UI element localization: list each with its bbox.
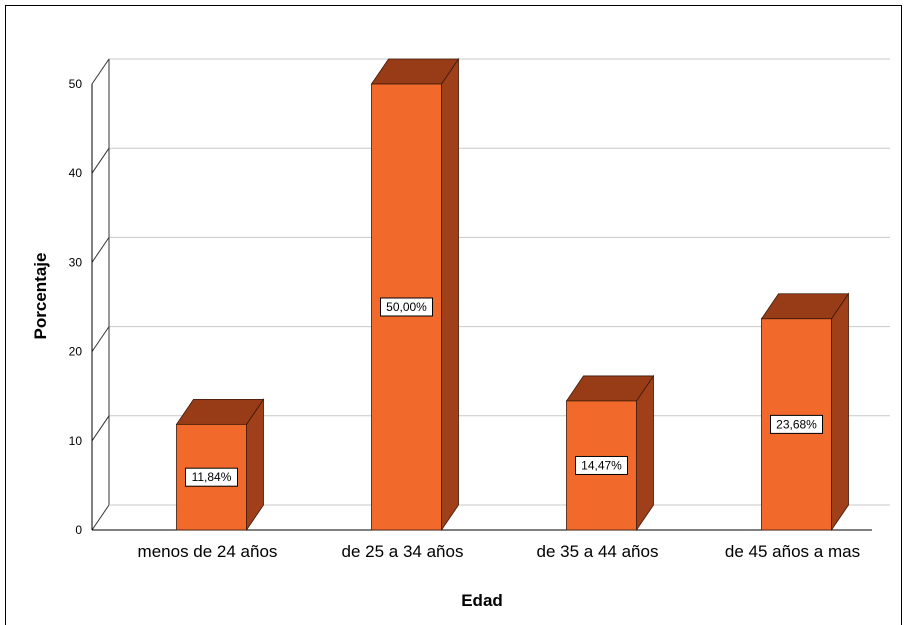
data-label: 14,47%: [581, 458, 622, 472]
y-tick-diagonal: [91, 237, 110, 263]
bar-side: [636, 374, 654, 532]
bar-side: [831, 292, 849, 532]
y-tick-diagonal: [91, 147, 110, 174]
data-label: 23,68%: [776, 417, 817, 431]
y-axis-title: Porcentaje: [31, 253, 50, 340]
x-category-labels: menos de 24 años de 25 a 34 años de 35 a 4…: [138, 542, 861, 561]
y-tick-label: 0: [75, 523, 82, 537]
bar-1: 11,84%: [175, 398, 265, 532]
bar-3: 14,47%: [565, 374, 655, 532]
bar-2: 50,00%: [370, 57, 460, 532]
y-tick-diagonal: [91, 504, 110, 531]
data-label-box: [575, 455, 628, 475]
chart-frame: [5, 5, 902, 625]
bar-side: [441, 57, 459, 532]
data-label: 11,84%: [192, 470, 232, 484]
y-tick-label: 30: [69, 255, 83, 269]
data-label-box: [770, 414, 823, 434]
bar-4: 23,68%: [760, 292, 850, 532]
x-category-label: de 45 años a mas: [725, 542, 860, 561]
data-label-box: [185, 467, 238, 487]
y-tick-label: 50: [69, 77, 83, 91]
x-category-label: de 35 a 44 años: [537, 542, 659, 561]
y-tick-diagonal: [91, 58, 110, 85]
y-tick-labels: 0 10 20 30 40 50: [69, 77, 83, 537]
y-tick-label: 10: [69, 434, 83, 448]
y-tick-label: 20: [69, 345, 83, 359]
data-label-box: [380, 297, 433, 317]
y-tick-diagonal: [91, 326, 110, 352]
x-category-label: de 25 a 34 años: [342, 542, 464, 561]
y-tick-diagonal: [91, 415, 110, 442]
x-category-label: menos de 24 años: [138, 542, 278, 561]
bars: 11,84% 50,00% 14,47% 23,68%: [175, 57, 850, 532]
y-tick-label: 40: [69, 166, 83, 180]
x-axis-title: Edad: [461, 591, 503, 610]
data-label: 50,00%: [386, 300, 427, 314]
